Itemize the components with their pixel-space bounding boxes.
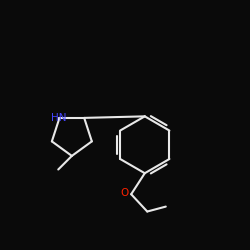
Text: O: O <box>121 188 129 198</box>
Text: HN: HN <box>50 113 66 123</box>
